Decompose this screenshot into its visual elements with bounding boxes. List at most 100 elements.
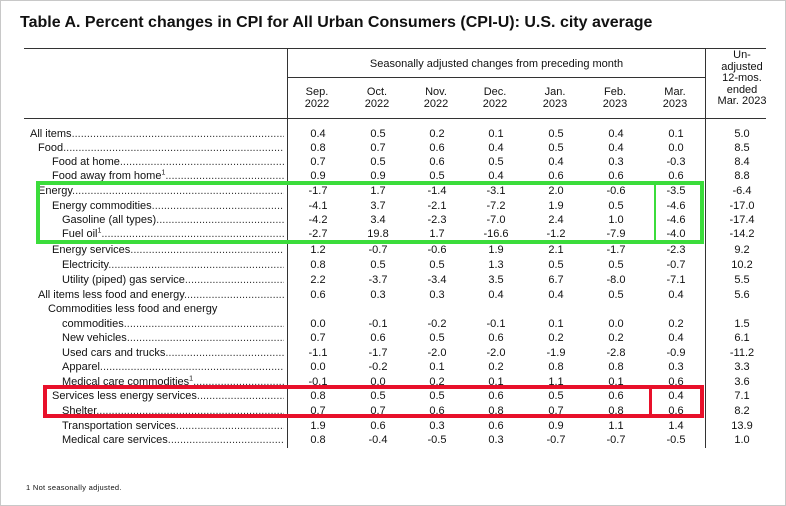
row-label: Apparel.................................… [62, 361, 284, 373]
value-cell: 0.7 [548, 405, 564, 417]
value-cell: 0.2 [488, 361, 504, 373]
value-cell: -2.0 [427, 347, 447, 359]
top-rule [24, 48, 766, 49]
value-cell: 0.4 [488, 142, 504, 154]
value-cell: 0.1 [429, 361, 445, 373]
table-row: Shelter.................................… [0, 404, 786, 418]
value-cell: -0.7 [546, 434, 566, 446]
column-header: Dec. 2022 [482, 86, 508, 110]
value-cell: 0.3 [370, 289, 386, 301]
value-cell: 0.5 [429, 170, 445, 182]
value-cell: 0.1 [668, 128, 684, 140]
value-cell: -0.1 [486, 318, 506, 330]
value-cell: 0.6 [429, 142, 445, 154]
value-cell: -3.7 [368, 274, 388, 286]
table-row: Utility (piped) gas service.............… [0, 273, 786, 287]
table-row: Food at home............................… [0, 155, 786, 169]
table-row: Food....................................… [0, 141, 786, 155]
table-row: Transportation services.................… [0, 419, 786, 433]
value-cell: 0.5 [370, 390, 386, 402]
value-cell: 0.6 [608, 170, 624, 182]
value-cell: 0.3 [608, 156, 624, 168]
value-cell: 0.5 [608, 259, 624, 271]
value-cell: -0.1 [368, 318, 388, 330]
value-cell: 2.1 [548, 244, 564, 256]
value-cell: 0.3 [488, 434, 504, 446]
value-cell: 0.2 [429, 128, 445, 140]
value-cell: 2.2 [310, 274, 326, 286]
value-cell: 0.6 [608, 390, 624, 402]
value-cell: 1.1 [608, 420, 624, 432]
value-cell: -0.7 [606, 434, 626, 446]
value-cell: -0.5 [666, 434, 686, 446]
value-cell: 0.6 [488, 390, 504, 402]
footnote: 1 Not seasonally adjusted. [26, 483, 122, 492]
row-label: Utility (piped) gas service.............… [62, 274, 284, 286]
value-cell: 0.2 [608, 332, 624, 344]
value-cell: 0.6 [310, 289, 326, 301]
value-cell: 0.8 [608, 361, 624, 373]
value-cell: 1.0 [608, 214, 624, 226]
row-label: Fuel oil1...............................… [62, 227, 284, 240]
value-cell: 0.5 [488, 156, 504, 168]
row-label: Energy..................................… [38, 185, 284, 197]
value-cell: 0.5 [370, 259, 386, 271]
table-row: Energy..................................… [0, 184, 786, 198]
unadjusted-divider [705, 48, 706, 448]
table-row: Energy commodities......................… [0, 199, 786, 213]
table-row: Used cars and trucks....................… [0, 346, 786, 360]
value-cell: 0.4 [608, 142, 624, 154]
value-cell: -4.1 [308, 200, 328, 212]
value-cell: -0.7 [368, 244, 388, 256]
row-label: Food away from home1....................… [52, 169, 284, 182]
value-cell: 5.0 [734, 128, 750, 140]
table-row: All items...............................… [0, 127, 786, 141]
value-cell: 8.8 [734, 170, 750, 182]
value-cell: -14.2 [729, 228, 755, 240]
value-cell: 0.4 [548, 289, 564, 301]
row-label: Medical care commodities1...............… [62, 375, 284, 388]
value-cell: 0.1 [548, 318, 564, 330]
table-row: Commodities less food and energy [0, 302, 786, 316]
value-cell: -0.2 [427, 318, 447, 330]
value-cell: 0.8 [310, 142, 326, 154]
value-cell: 0.5 [548, 390, 564, 402]
table-row: Services less energy services...........… [0, 389, 786, 403]
value-cell: -0.5 [427, 434, 447, 446]
value-cell: 0.2 [429, 376, 445, 388]
value-cell [288, 302, 348, 316]
value-cell: -0.4 [368, 434, 388, 446]
table-row: Medical care services...................… [0, 433, 786, 447]
value-cell: 1.7 [429, 228, 445, 240]
value-cell: -17.4 [729, 214, 755, 226]
unadjusted-header: Un- adjusted 12-mos. ended Mar. 2023 [717, 49, 767, 107]
value-cell: 0.8 [310, 434, 326, 446]
value-cell: -1.7 [606, 244, 626, 256]
row-label: Transportation services.................… [62, 420, 284, 432]
value-cell: 1.1 [548, 376, 564, 388]
value-cell: 0.7 [370, 405, 386, 417]
value-cell [466, 302, 526, 316]
value-cell: 0.5 [429, 332, 445, 344]
value-cell [712, 302, 772, 316]
value-cell: -2.1 [427, 200, 447, 212]
table-row: Energy services.........................… [0, 243, 786, 257]
value-cell: 1.2 [310, 244, 326, 256]
value-cell: 0.1 [608, 376, 624, 388]
value-cell: -7.2 [486, 200, 506, 212]
value-cell: -2.3 [427, 214, 447, 226]
value-cell: -1.7 [368, 347, 388, 359]
value-cell: 10.2 [731, 259, 753, 271]
header-bottom-rule [24, 118, 766, 119]
row-label: All items...............................… [30, 128, 284, 140]
value-cell: 0.5 [548, 128, 564, 140]
value-cell: 2.4 [548, 214, 564, 226]
row-label: New vehicles............................… [62, 332, 284, 344]
table-row: Electricity.............................… [0, 258, 786, 272]
value-cell: 0.6 [488, 420, 504, 432]
value-cell: 3.3 [734, 361, 750, 373]
row-label: Food....................................… [38, 142, 284, 154]
value-cell: 0.7 [370, 142, 386, 154]
value-cell: 0.5 [429, 259, 445, 271]
value-cell: -17.0 [729, 200, 755, 212]
